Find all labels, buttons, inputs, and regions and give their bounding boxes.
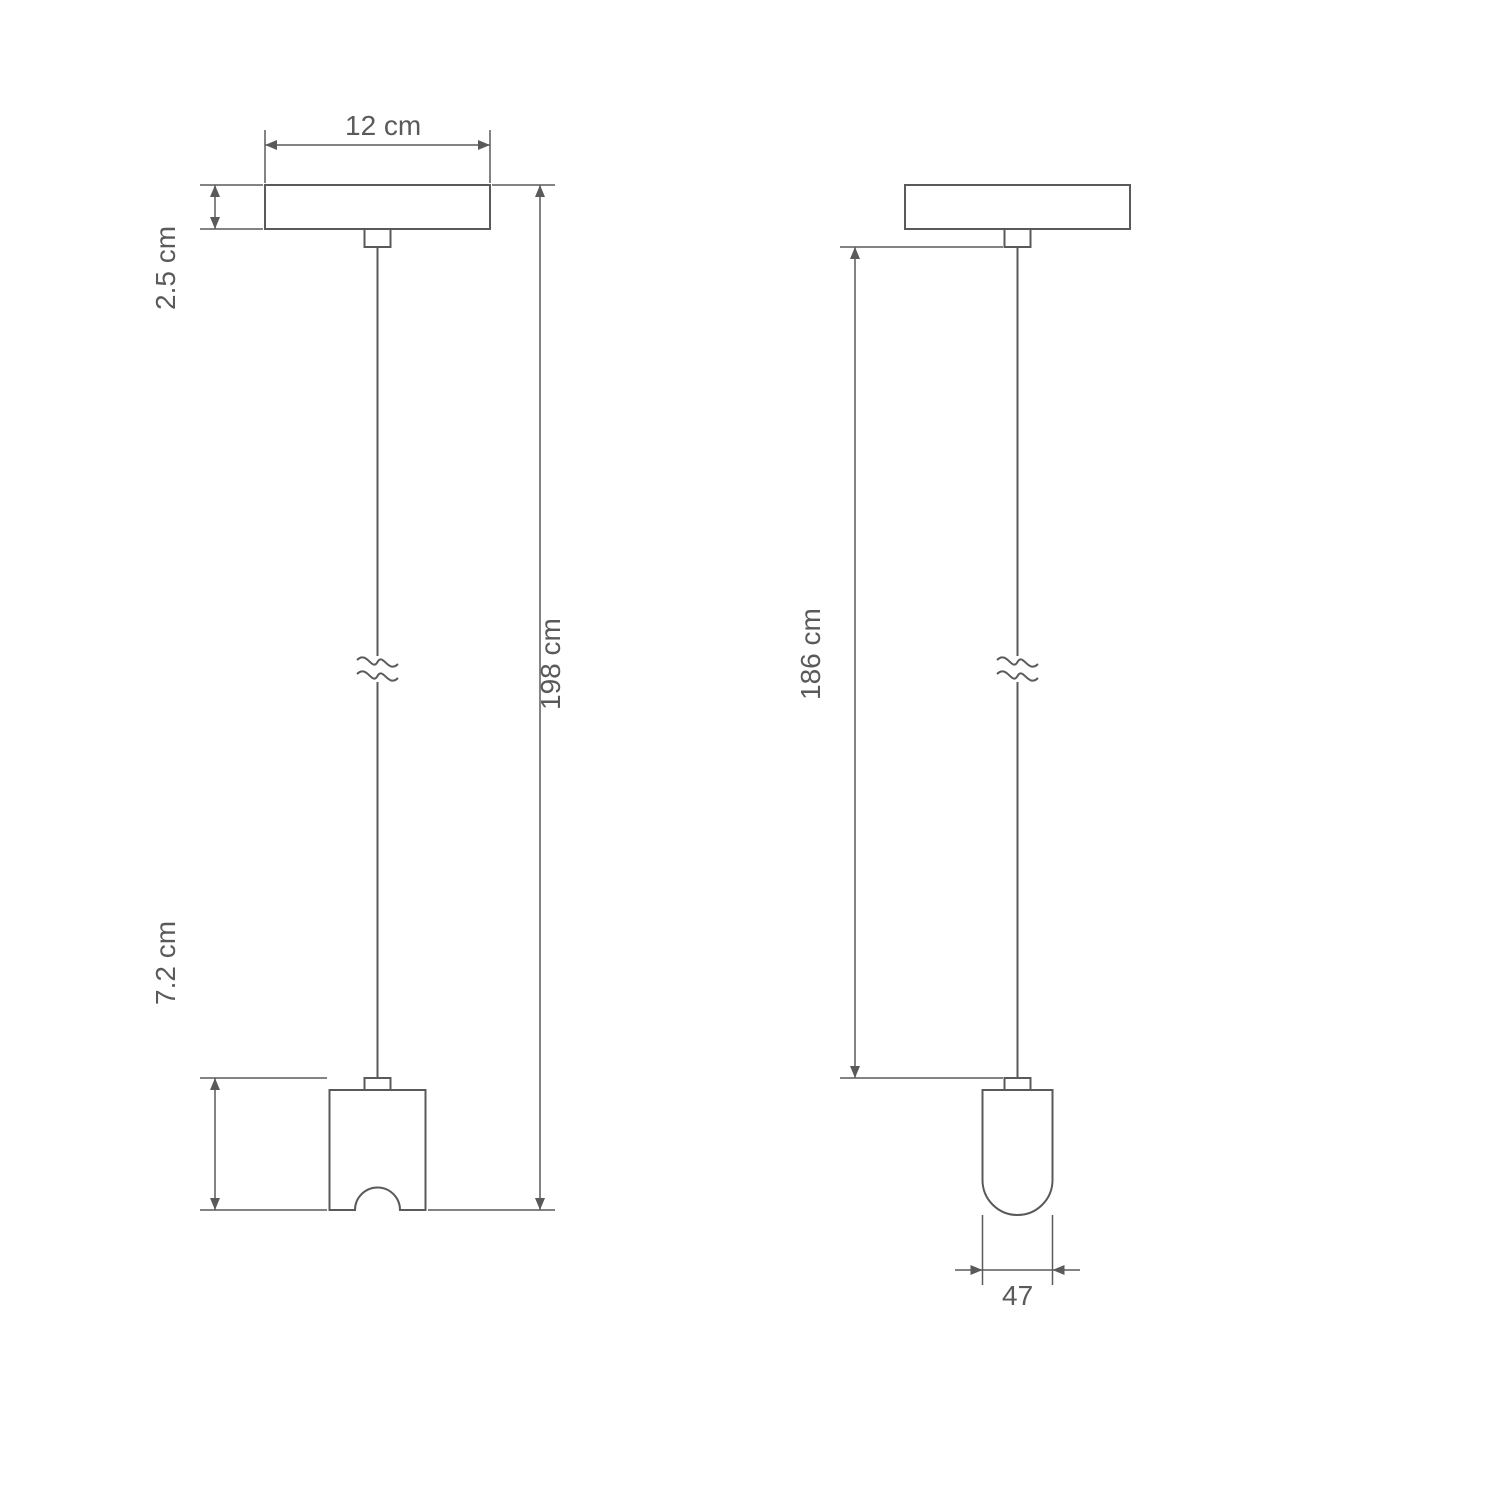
dim-socket-width: 47 [955, 1215, 1080, 1311]
dim-socket-height-label: 7.2 cm [150, 921, 181, 1005]
dim-socket-width-label: 47 [1002, 1280, 1033, 1311]
technical-drawing: 12 cm 2.5 cm 7.2 cm 19 [0, 0, 1500, 1500]
dim-total-height-label: 198 cm [535, 618, 566, 710]
right-strain-relief [1005, 229, 1031, 247]
left-strain-relief [365, 229, 391, 247]
left-socket-cap [365, 1078, 391, 1090]
left-canopy [265, 185, 490, 229]
left-socket-body [330, 1090, 426, 1210]
right-canopy [905, 185, 1130, 229]
left-view: 12 cm 2.5 cm 7.2 cm 19 [150, 110, 566, 1210]
right-view: 186 cm 47 [795, 185, 1130, 1311]
right-cable-break2 [997, 671, 1038, 680]
left-cable-break2 [357, 671, 398, 680]
left-cable-break [357, 657, 398, 666]
dim-canopy-width-label: 12 cm [345, 110, 421, 141]
dim-canopy-height: 2.5 cm [150, 185, 263, 310]
dim-socket-height: 7.2 cm [150, 921, 327, 1210]
dim-cable-height: 186 cm [795, 247, 1003, 1078]
dim-canopy-height-label: 2.5 cm [150, 226, 181, 310]
right-cable-break [997, 657, 1038, 666]
dim-cable-height-label: 186 cm [795, 608, 826, 700]
dim-total-height: 198 cm [428, 185, 566, 1210]
dim-canopy-width: 12 cm [265, 110, 490, 183]
right-socket-body [983, 1090, 1053, 1215]
right-socket-cap [1005, 1078, 1031, 1090]
